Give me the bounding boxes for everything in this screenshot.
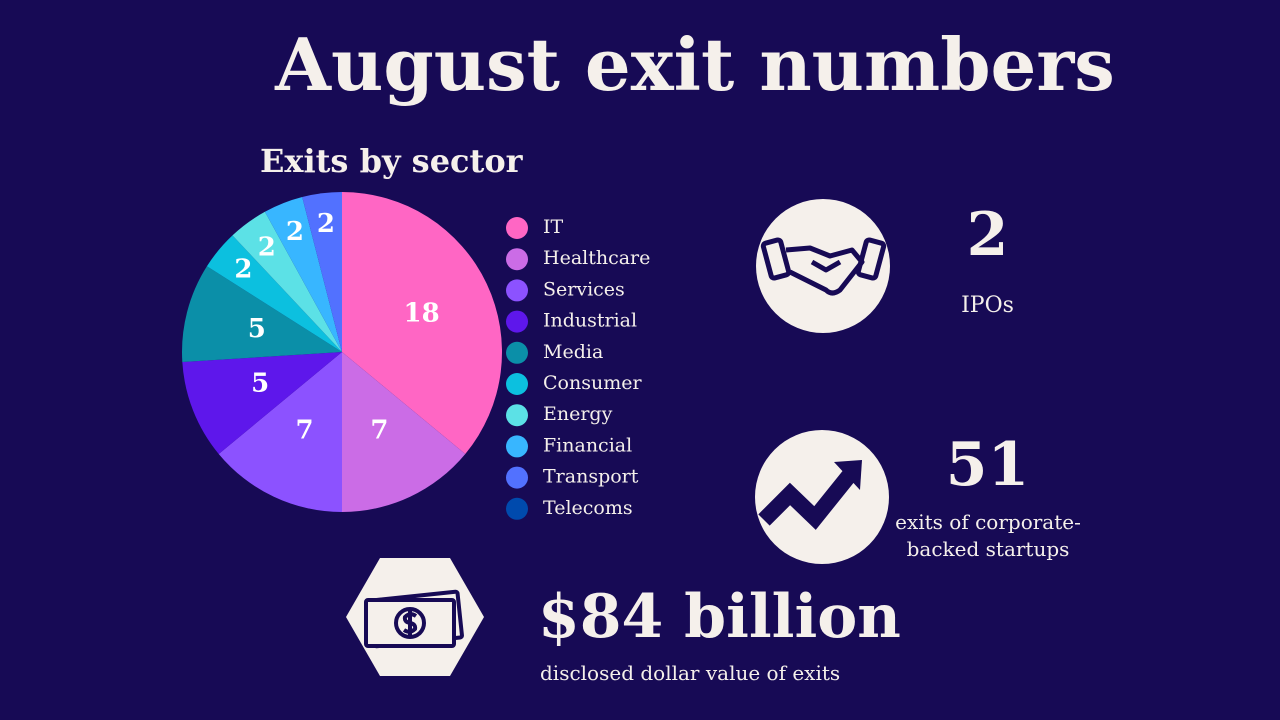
money-icon bbox=[364, 589, 464, 649]
legend-label: Transport bbox=[543, 466, 639, 488]
legend-label: Services bbox=[543, 278, 625, 300]
pie-slice bbox=[342, 192, 502, 454]
legend-swatch bbox=[506, 341, 528, 364]
page-title: August exit numbers bbox=[275, 22, 1115, 107]
slice-label: 18 bbox=[404, 299, 440, 329]
legend-swatch bbox=[506, 497, 528, 520]
legend-label: Industrial bbox=[543, 310, 637, 332]
legend-label: Financial bbox=[543, 434, 632, 456]
pie-slice bbox=[342, 352, 466, 512]
growth-icon bbox=[758, 466, 859, 530]
slice-label: 2 bbox=[286, 217, 304, 247]
legend-swatch bbox=[506, 248, 528, 271]
pie-slice bbox=[182, 266, 342, 363]
pie-slice bbox=[302, 192, 342, 352]
legend-swatch bbox=[506, 217, 528, 239]
legend-label: Consumer bbox=[543, 372, 642, 394]
legend-swatch bbox=[506, 373, 528, 395]
pie-slice bbox=[218, 352, 342, 512]
slice-label: 2 bbox=[234, 254, 252, 284]
legend-swatch bbox=[506, 466, 528, 489]
stat-label: exits of corporate-backed startups bbox=[895, 510, 1081, 561]
legend-label: Media bbox=[543, 341, 603, 363]
slice-label: 7 bbox=[370, 416, 388, 446]
chart-title: Exits by sector bbox=[260, 142, 523, 180]
legend-label: Energy bbox=[543, 403, 613, 425]
legend-swatch bbox=[506, 435, 528, 458]
stat-value: 51 bbox=[945, 430, 1030, 500]
stat-value: $84 billion bbox=[538, 582, 901, 652]
pie-slice bbox=[206, 235, 342, 352]
slice-label: 5 bbox=[251, 368, 269, 398]
slice-label: 2 bbox=[258, 232, 276, 262]
stat-label: disclosed dollar value of exits bbox=[540, 661, 841, 685]
legend-label: Healthcare bbox=[543, 247, 650, 269]
slice-label: 2 bbox=[317, 209, 335, 239]
stat-label: IPOs bbox=[961, 293, 1014, 318]
legend-swatch bbox=[506, 279, 528, 302]
slice-label: 5 bbox=[248, 314, 266, 344]
slice-label: 7 bbox=[295, 416, 313, 446]
pie-slice bbox=[264, 197, 342, 352]
growth-arrowhead bbox=[834, 460, 862, 490]
legend-swatch bbox=[506, 404, 528, 427]
legend-label: Telecoms bbox=[543, 497, 633, 519]
stat-value: 2 bbox=[966, 200, 1009, 270]
legend-label: IT bbox=[543, 216, 564, 238]
pie-slice bbox=[232, 211, 342, 352]
legend-swatch bbox=[506, 310, 528, 333]
handshake-icon bbox=[760, 237, 887, 296]
pie-slice bbox=[182, 352, 342, 454]
